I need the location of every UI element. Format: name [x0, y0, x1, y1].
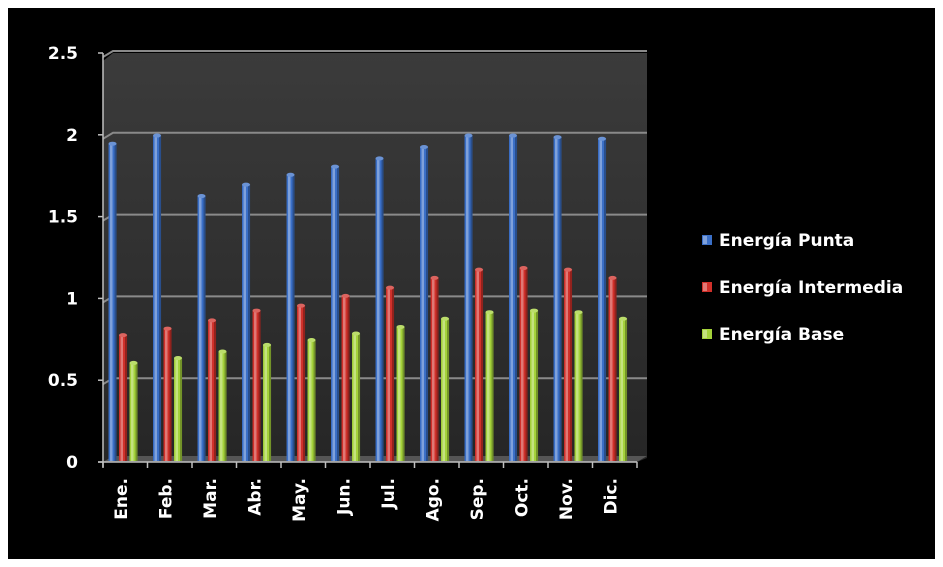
- x-tick-label: Ago.: [424, 478, 444, 521]
- x-tick-label: Jun.: [335, 478, 355, 516]
- axes: [98, 52, 638, 468]
- bar: [386, 285, 395, 461]
- x-tick-label: Abr.: [246, 478, 266, 516]
- bar: [441, 316, 450, 461]
- legend-label: Energía Punta: [719, 231, 854, 251]
- x-tick-label: Oct.: [513, 478, 533, 517]
- legend-item: Energía Punta: [702, 231, 854, 251]
- y-tick-label: 2.5: [48, 44, 78, 64]
- bar: [129, 360, 138, 461]
- x-tick-label: May.: [290, 478, 310, 522]
- bar: [553, 135, 562, 461]
- x-axis-ticks: Ene. Feb. Mar. Abr. May. Jun. Jul. Ago. Sep. Oct.…: [112, 478, 622, 522]
- bar: [119, 333, 128, 461]
- bar: [331, 164, 340, 461]
- bar: [297, 303, 306, 461]
- legend-item: Energía Base: [702, 325, 844, 345]
- legend-label: Energía Intermedia: [719, 278, 903, 298]
- bar: [252, 308, 261, 461]
- bar: [263, 342, 272, 461]
- bar: [307, 338, 316, 461]
- x-tick-label: Sep.: [468, 478, 488, 520]
- bar: [396, 324, 405, 461]
- bar: [153, 133, 162, 461]
- bar: [208, 318, 217, 461]
- bar: [485, 310, 494, 461]
- bar: [574, 310, 583, 461]
- bar: [197, 194, 206, 461]
- y-axis-ticks: 0 0.5 1 1.5 2 2.5: [48, 44, 78, 473]
- bar: [619, 316, 628, 461]
- gridline: [102, 131, 647, 140]
- bar: [530, 308, 539, 461]
- bar: [608, 275, 617, 461]
- x-tick-label: Jul.: [379, 478, 399, 510]
- bar: [475, 267, 484, 461]
- bar: [174, 356, 183, 461]
- bars: [108, 133, 628, 462]
- y-tick-label: 1.5: [48, 208, 78, 228]
- bar: [341, 293, 350, 461]
- bar: [519, 266, 528, 461]
- bar: [420, 144, 429, 462]
- x-tick-label: Dic.: [602, 478, 622, 514]
- bar: [598, 136, 607, 462]
- legend-item: Energía Intermedia: [702, 278, 903, 298]
- bar: [108, 141, 117, 461]
- gridline: [102, 50, 647, 58]
- legend: Energía Punta Energía Intermedia Energía B…: [702, 231, 903, 345]
- bar: [375, 156, 384, 461]
- y-tick-label: 1: [66, 289, 78, 309]
- legend-label: Energía Base: [719, 325, 844, 345]
- bar: [218, 349, 227, 461]
- x-tick-label: Ene.: [112, 478, 132, 520]
- y-tick-label: 2: [66, 126, 78, 146]
- bar: [430, 275, 439, 461]
- x-tick-label: Mar.: [201, 478, 221, 519]
- bar: [286, 172, 295, 462]
- bar: [242, 182, 251, 461]
- bar: [464, 133, 473, 461]
- x-tick-label: Feb.: [157, 478, 177, 519]
- y-tick-label: 0.5: [48, 371, 78, 391]
- bar: [163, 326, 172, 461]
- y-tick-label: 0: [66, 453, 78, 473]
- bar: [352, 331, 361, 461]
- bar: [564, 267, 573, 461]
- x-tick-label: Nov.: [557, 478, 577, 520]
- bar: [509, 133, 518, 461]
